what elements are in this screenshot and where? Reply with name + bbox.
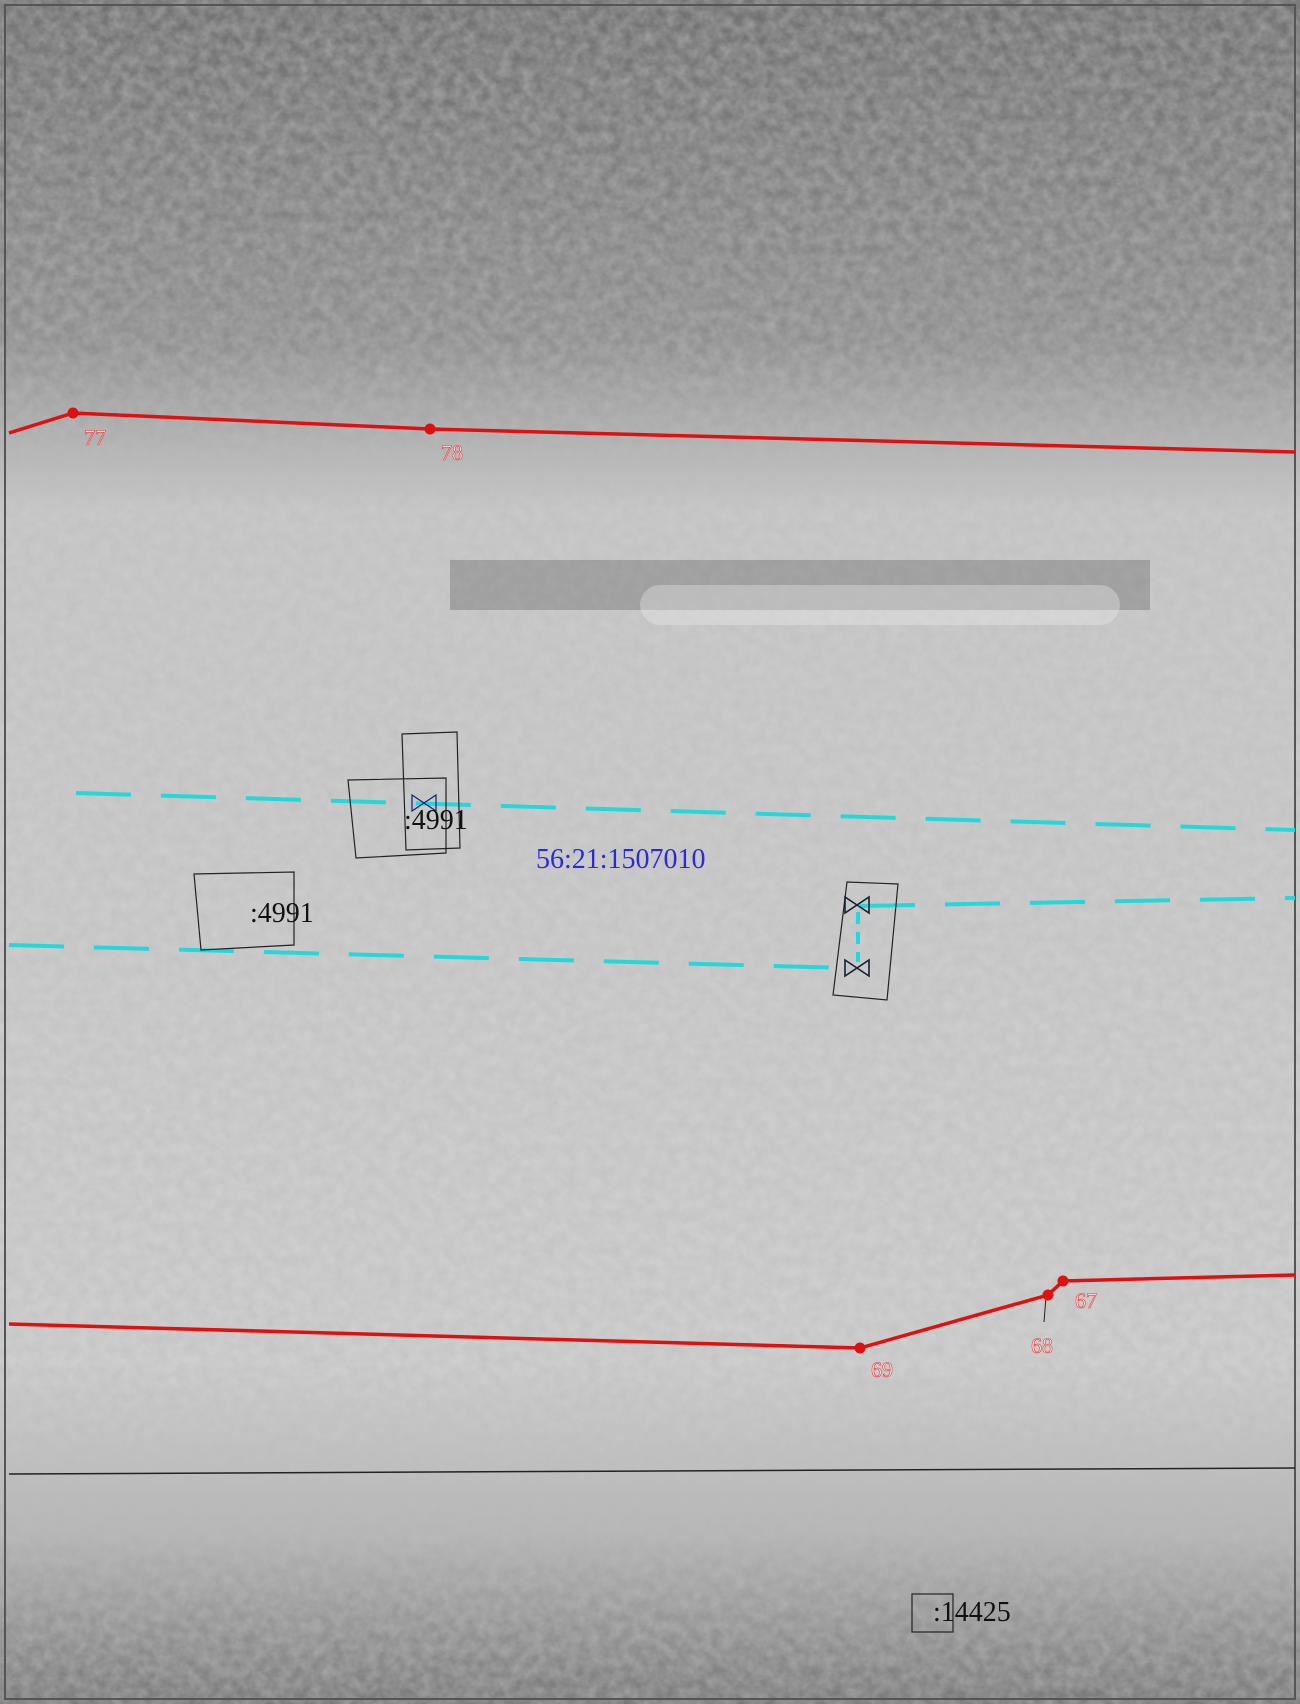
- utility-line: [859, 896, 1296, 908]
- point-label: 77: [84, 425, 106, 450]
- utility-lines: [8, 791, 1296, 970]
- quarter-label: 56:21:1507010: [536, 844, 706, 875]
- structures: [193, 731, 954, 1633]
- structure: [832, 881, 899, 1001]
- point-label: 67: [1075, 1288, 1097, 1313]
- structure: [401, 731, 461, 851]
- boundary-point: [1057, 1275, 1069, 1287]
- frame: [4, 4, 1296, 1700]
- parcel-label: :14425: [933, 1597, 1011, 1628]
- leader-line: [1043, 1296, 1047, 1323]
- point-label: 69: [871, 1357, 893, 1382]
- boundary-point: [1042, 1289, 1054, 1301]
- road-light: [640, 585, 1120, 625]
- structure: [347, 777, 447, 859]
- boundary-point: [67, 407, 79, 419]
- point-label: 78: [441, 440, 463, 465]
- parcel-boundary: [8, 411, 1296, 454]
- structure: [193, 871, 295, 951]
- parcel-label: :4991: [404, 805, 468, 836]
- utility-line: [75, 791, 1296, 832]
- boundary-point: [854, 1342, 866, 1354]
- point-label: 68: [1031, 1333, 1053, 1358]
- road-shadow: [450, 560, 1150, 610]
- structure: [911, 1593, 954, 1633]
- valve: [844, 958, 870, 978]
- valve: [844, 895, 870, 915]
- parcel-label: :4991: [250, 898, 314, 929]
- boundary-point: [424, 423, 436, 435]
- boundary-points: [67, 407, 1069, 1354]
- utility-line: [8, 943, 850, 970]
- valve: [411, 793, 437, 813]
- boundary-line: [8, 1467, 1296, 1475]
